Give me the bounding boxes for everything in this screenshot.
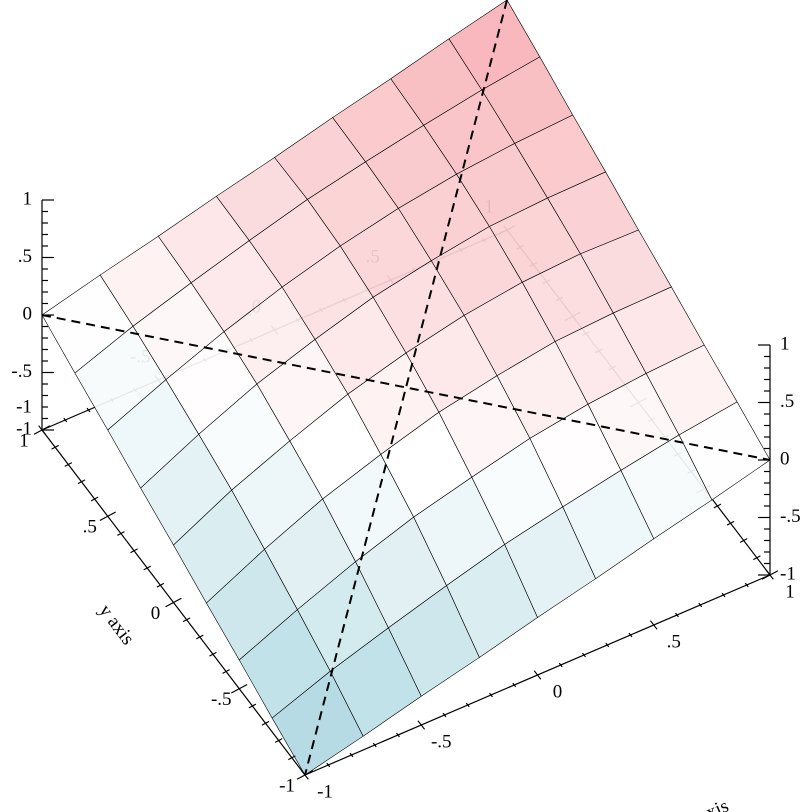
- x-axis-minor-tick: [628, 632, 633, 638]
- x-axis-minor-tick: [582, 652, 586, 658]
- surface-patch: [271, 670, 364, 776]
- surface: [41, 0, 771, 776]
- y-axis-minor-tick: [195, 634, 204, 640]
- z-tick-label: .5: [780, 391, 794, 412]
- x-axis-minor-tick: [698, 602, 703, 608]
- y-axis-label: 0: [151, 603, 161, 624]
- x-axis-label: -.5: [431, 731, 452, 752]
- y-axis-minor-tick: [130, 548, 138, 554]
- x-axis-label: .5: [667, 631, 681, 652]
- x-axis-back-minor-tick: [63, 417, 68, 423]
- y-axis-minor-tick: [261, 720, 270, 726]
- z-tick-label: -.5: [780, 506, 801, 527]
- y-axis-tick: [231, 683, 248, 694]
- y-axis-label: -1: [279, 775, 295, 796]
- x-axis-minor-tick: [605, 642, 610, 648]
- y-axis-back-minor-tick: [753, 555, 761, 561]
- x-axis-tick: [533, 670, 542, 680]
- x-axis-minor-tick: [744, 582, 749, 588]
- x-axis-label: 1: [785, 581, 795, 602]
- x-axis-minor-tick: [465, 702, 470, 708]
- y-axis-tick: [296, 770, 314, 780]
- y-axis-back-minor-tick: [713, 503, 722, 509]
- x-axis-title: x axis: [682, 796, 731, 812]
- x-axis-tick: [417, 720, 426, 730]
- y-axis-back-minor-tick: [726, 520, 735, 526]
- z-tick-label: 0: [780, 448, 790, 469]
- y-axis-minor-tick: [51, 444, 59, 450]
- diagonal: [304, 0, 508, 776]
- z-tick-label: -1: [16, 418, 32, 439]
- z-tick-label: -1: [780, 563, 796, 584]
- y-axis-label: 1: [19, 430, 29, 451]
- x-axis-minor-tick: [349, 752, 354, 758]
- y-axis-back-minor-tick: [739, 538, 748, 543]
- x-axis-minor-tick: [326, 762, 331, 768]
- y-axis-minor-tick: [209, 651, 217, 657]
- y-axis-minor-tick: [90, 496, 99, 502]
- x-axis-label: 0: [553, 681, 563, 702]
- x-axis-minor-tick: [721, 592, 726, 598]
- y-axis-minor-tick: [77, 479, 86, 485]
- y-axis-minor-tick: [117, 531, 125, 536]
- y-axis-minor-tick: [182, 617, 191, 623]
- x-axis-minor-tick: [675, 612, 679, 618]
- y-axis-minor-tick: [274, 738, 283, 743]
- z-tick-label: 0: [23, 303, 33, 324]
- x-axis-tick: [649, 620, 658, 630]
- y-axis-minor-tick: [156, 582, 165, 588]
- z-tick-label: 1: [780, 333, 790, 354]
- y-axis-minor-tick: [64, 462, 73, 467]
- y-axis-label: .5: [83, 517, 97, 538]
- x-axis-back-minor-tick: [86, 407, 91, 413]
- x-axis-minor-tick: [558, 662, 563, 668]
- x-axis-minor-tick: [512, 682, 517, 688]
- y-axis-label: -.5: [211, 689, 232, 710]
- z-tick-label: 1: [23, 188, 33, 209]
- x-axis-label: -1: [317, 781, 333, 802]
- x-axis-minor-tick: [396, 732, 400, 738]
- y-axis-title: y axis: [95, 601, 139, 649]
- z-tick-label: .5: [18, 246, 32, 267]
- x-axis-minor-tick: [442, 712, 447, 718]
- x-axis-back-label: -1: [16, 396, 32, 417]
- x-axis-minor-tick: [489, 692, 493, 698]
- y-axis-tick: [165, 597, 182, 608]
- diagonal: [41, 314, 771, 461]
- y-axis-minor-tick: [288, 755, 296, 761]
- x-axis-minor-tick: [372, 742, 377, 748]
- y-axis-tick: [99, 511, 116, 522]
- y-axis-minor-tick: [222, 669, 230, 674]
- z-tick-label: -.5: [11, 361, 32, 382]
- y-axis-minor-tick: [143, 565, 152, 571]
- y-axis-minor-tick: [248, 703, 257, 709]
